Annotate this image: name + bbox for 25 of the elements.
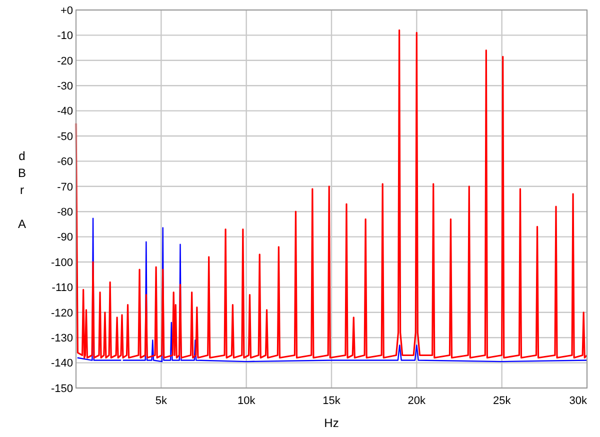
y-tick-label: -20: [57, 55, 73, 68]
y-tick-label: -60: [57, 156, 73, 168]
x-tick-label: 5k: [155, 395, 168, 407]
y-tick-label: -40: [57, 106, 73, 118]
y-tick-label: -140: [50, 358, 73, 370]
text: dBr A: [18, 149, 26, 231]
x-tick-label: 20k: [408, 395, 426, 407]
x-tick-label: 10k: [237, 395, 256, 407]
y-tick-label: -30: [57, 80, 73, 92]
y-tick-label: -50: [57, 130, 73, 143]
y-tick-label: -110: [52, 282, 73, 294]
x-tick-label: 15k: [322, 395, 341, 407]
x-tick-label: 30k: [569, 395, 588, 407]
y-tick-label: -130: [50, 332, 73, 344]
y-tick-label: +0: [60, 4, 73, 17]
y-tick-label: -10: [57, 30, 73, 42]
y-tick-label: -150: [50, 382, 73, 395]
y-tick-label: -70: [57, 181, 73, 194]
x-axis-title: Hz: [324, 416, 339, 430]
y-tick-label: -120: [50, 307, 73, 320]
line-series: [75, 29, 588, 359]
y-tick-label: -90: [57, 232, 73, 244]
x-tick-label: 25k: [492, 395, 512, 407]
y-tick-label: -80: [57, 206, 73, 218]
y-tick-label: -100: [50, 256, 73, 269]
